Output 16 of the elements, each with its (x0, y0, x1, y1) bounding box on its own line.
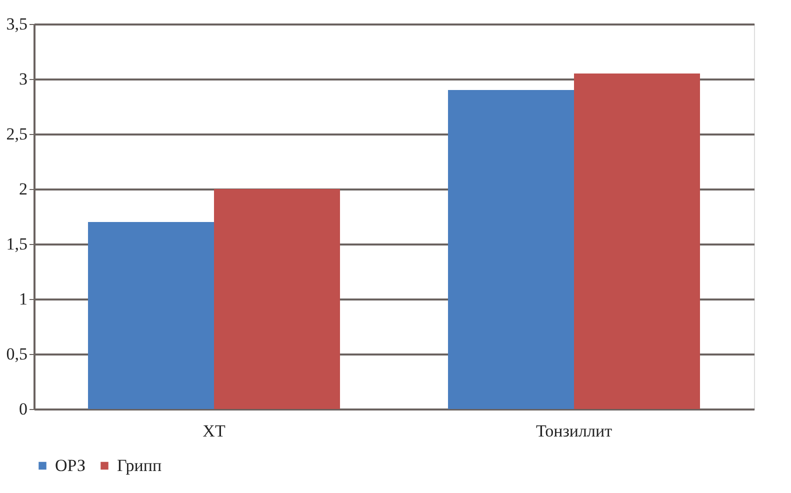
bar (88, 222, 214, 409)
y-tick-label: 0 (19, 400, 28, 418)
y-tick-label: 3 (19, 70, 28, 88)
y-tick-label: 2,5 (6, 124, 28, 144)
bar (214, 189, 340, 409)
legend-label: Грипп (117, 456, 162, 475)
legend-label: ОРЗ (55, 456, 86, 475)
x-tick-label: ХТ (202, 422, 226, 440)
y-tick-label: 1,5 (6, 234, 28, 254)
bar (574, 74, 700, 409)
y-tick-label: 2 (19, 180, 28, 198)
bar (448, 90, 574, 409)
y-tick-label: 1 (19, 290, 28, 308)
x-tick-label: Тонзиллит (536, 422, 613, 440)
y-tick-label: 0,5 (6, 344, 28, 364)
y-tick-label: 3,5 (6, 14, 28, 34)
